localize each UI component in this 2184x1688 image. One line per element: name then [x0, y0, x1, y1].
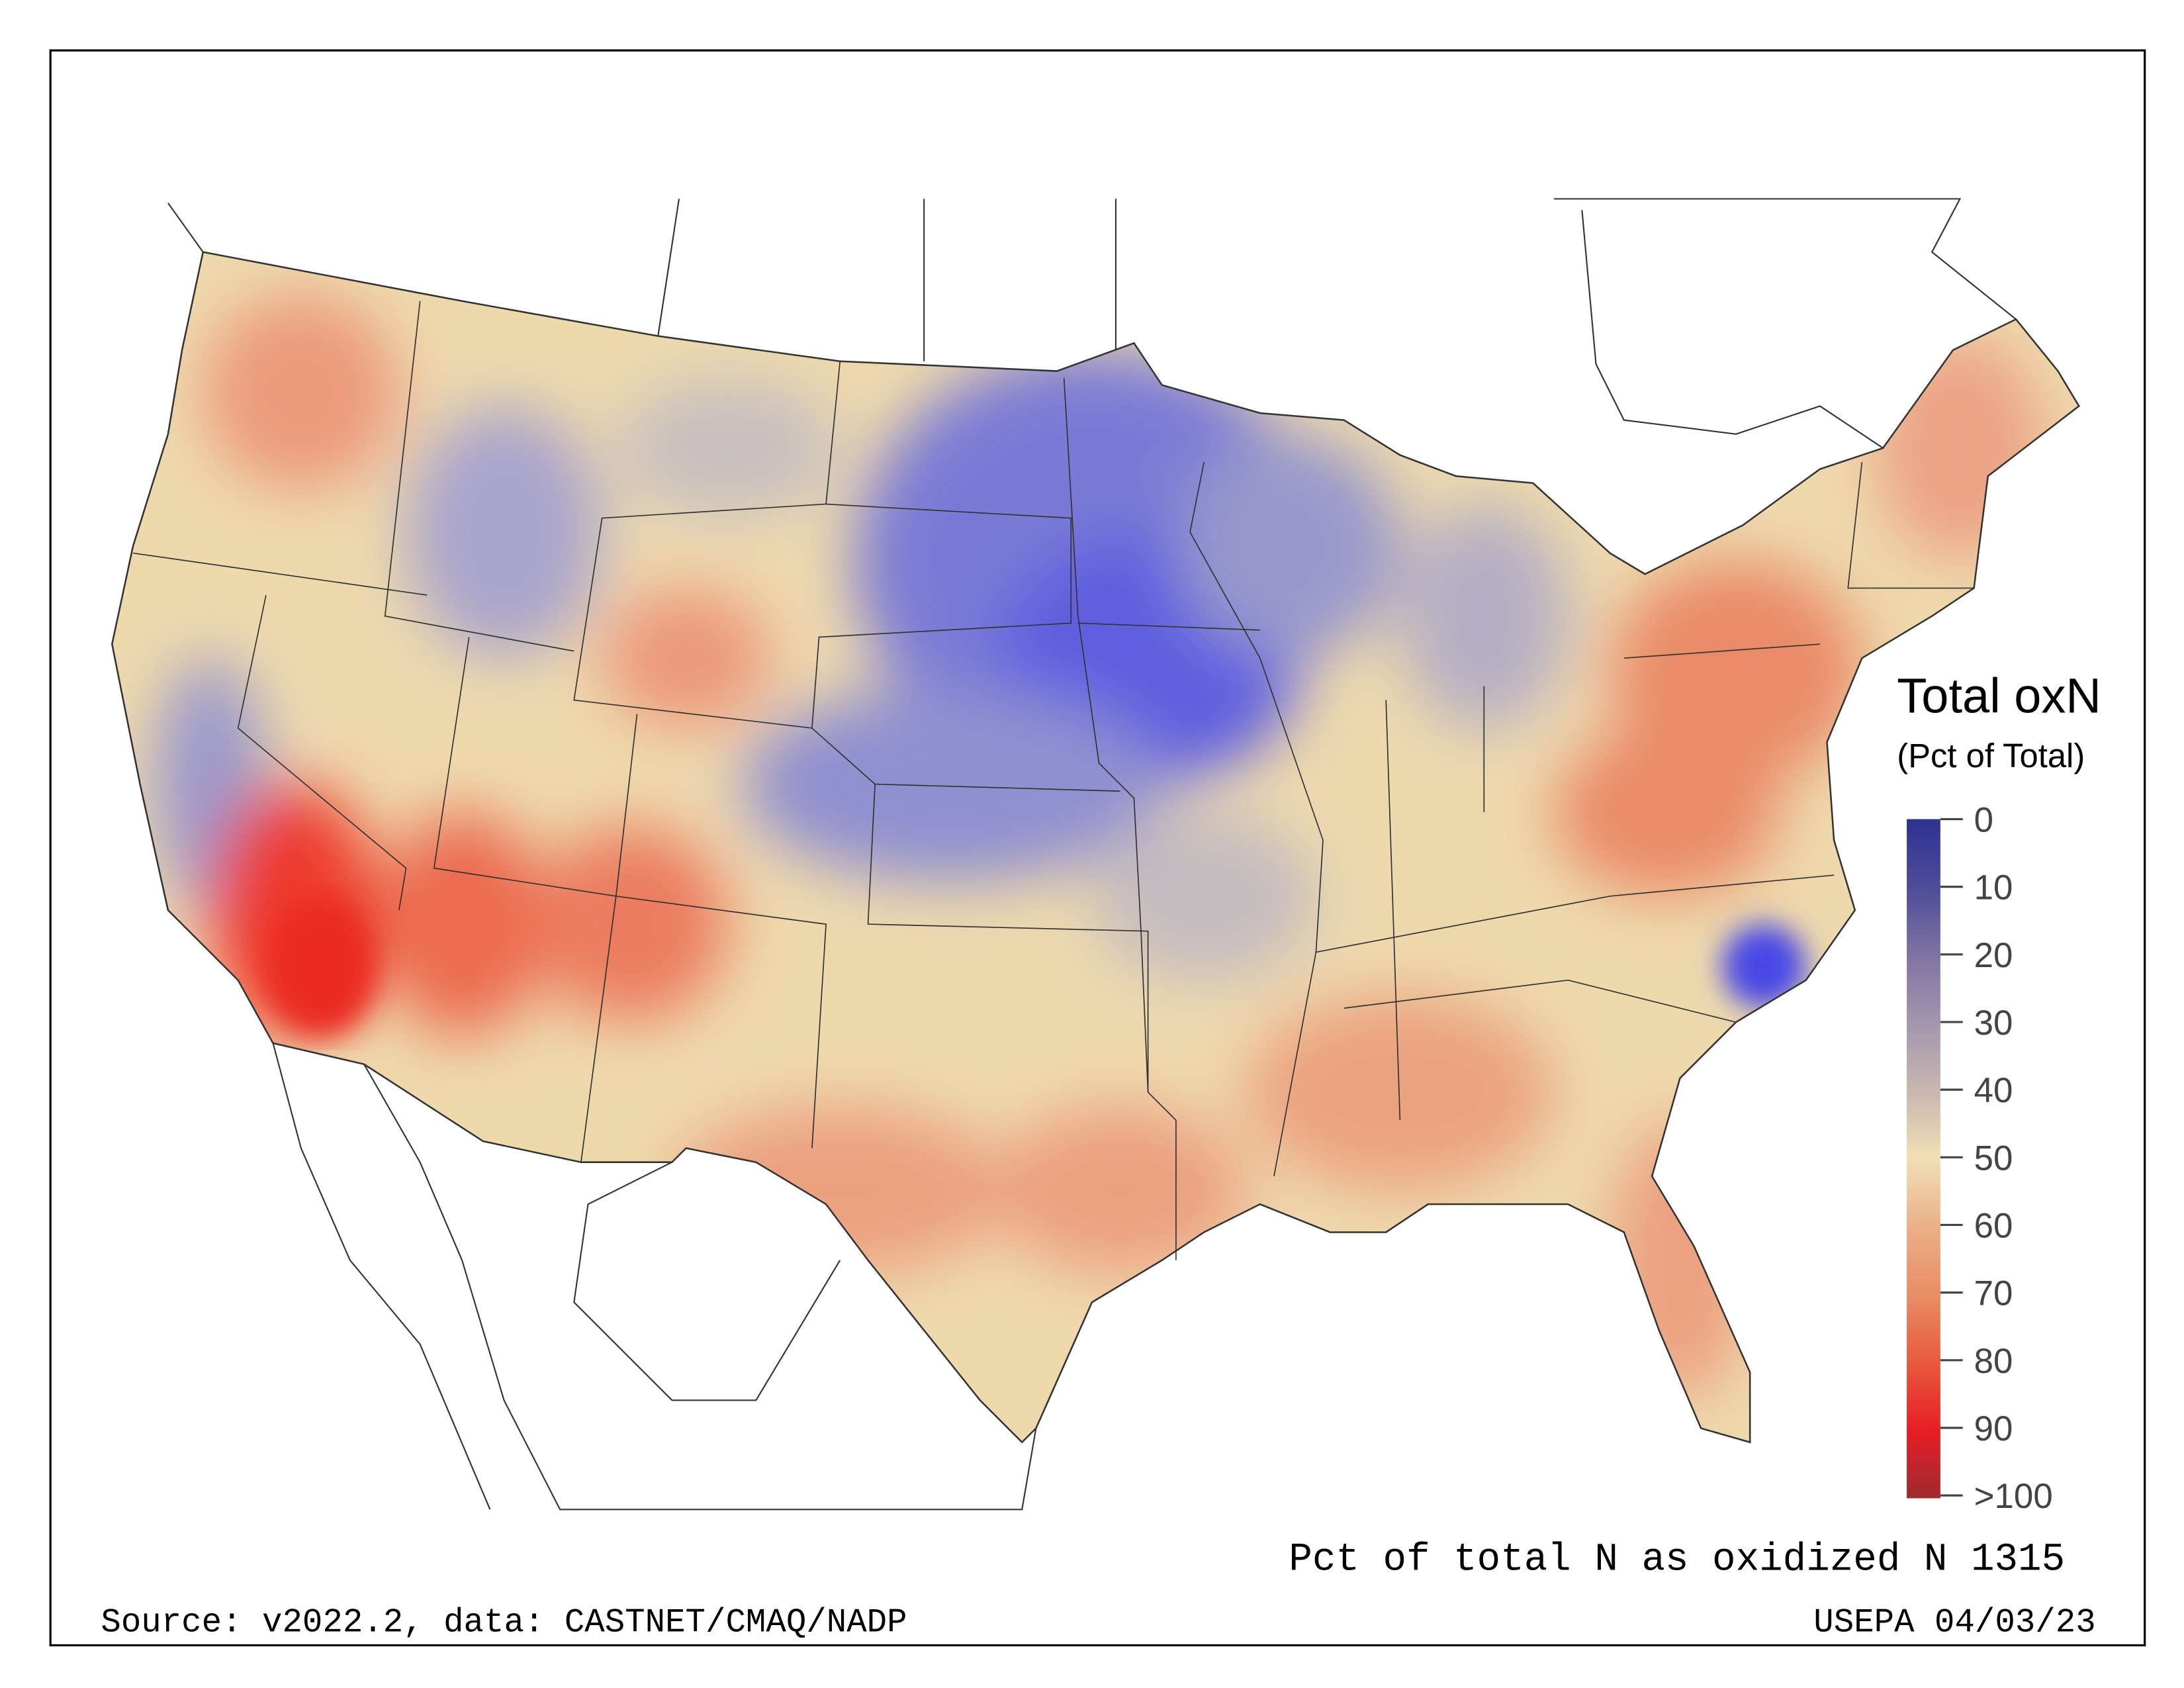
legend-subtitle: (Pct of Total) [1897, 737, 2085, 774]
legend-tick-label: 90 [1974, 1409, 2013, 1448]
legend-tick-label: 50 [1974, 1139, 2013, 1178]
legend-title: Total oxN [1897, 669, 2101, 724]
legend-tick-label: 80 [1974, 1342, 2013, 1381]
data-source: Source: v2022.2, data: CASTNET/CMAQ/NADP [101, 1604, 907, 1642]
legend-color-bar [1907, 819, 1940, 1499]
color-legend: Total oxN (Pct of Total) 0 10 20 30 40 50 60 70… [1897, 669, 2101, 1516]
legend-tick-label: 20 [1974, 936, 2013, 975]
legend-tick-label: 10 [1974, 868, 2013, 908]
legend-tick-label: 60 [1974, 1207, 2013, 1246]
legend-tick-label: 40 [1974, 1071, 2013, 1110]
legend-tick-label: >100 [1974, 1477, 2053, 1516]
legend-tick-label: 70 [1974, 1274, 2013, 1313]
state-borders [132, 301, 1974, 1260]
map-description: Pct of total N as oxidized N 1315 [1289, 1537, 2065, 1581]
neighbor-country-outlines [167, 198, 2017, 1511]
credit-date: USEPA 04/03/23 [1813, 1604, 2095, 1642]
legend-tick-label: 0 [1974, 800, 1993, 839]
legend-tick-label: 30 [1974, 1004, 2013, 1043]
